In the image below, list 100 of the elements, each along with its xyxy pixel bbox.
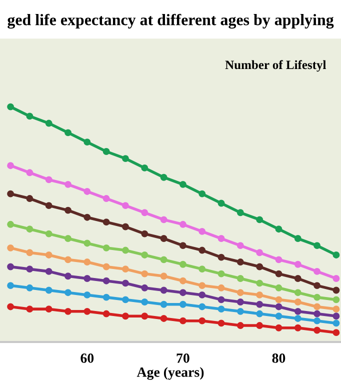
- point: [141, 209, 148, 216]
- point: [45, 120, 52, 127]
- point: [45, 306, 52, 313]
- point: [102, 195, 110, 202]
- point: [122, 155, 129, 162]
- point: [160, 235, 168, 242]
- point: [122, 202, 129, 210]
- point: [236, 289, 244, 296]
- point: [256, 280, 264, 287]
- point: [64, 308, 72, 315]
- point: [179, 260, 186, 268]
- point: [294, 324, 302, 332]
- point: [64, 206, 72, 214]
- point: [294, 298, 302, 306]
- point: [294, 275, 302, 282]
- point: [7, 220, 14, 228]
- point: [45, 252, 52, 258]
- point: [122, 280, 129, 287]
- point: [26, 284, 34, 292]
- point: [275, 312, 282, 320]
- point: [141, 284, 148, 292]
- point: [294, 260, 302, 268]
- point: [122, 266, 129, 273]
- point: [275, 226, 282, 233]
- point: [84, 308, 91, 315]
- point: [141, 252, 148, 258]
- point: [314, 303, 321, 310]
- point: [160, 286, 168, 294]
- point: [314, 310, 321, 318]
- point: [45, 268, 52, 275]
- point: [198, 291, 206, 298]
- point: [275, 324, 282, 332]
- point: [198, 317, 206, 324]
- point: [84, 138, 91, 146]
- point: [256, 310, 264, 318]
- point: [160, 216, 168, 224]
- point: [275, 296, 282, 304]
- point: [218, 320, 225, 327]
- point: [236, 258, 244, 266]
- point: [218, 296, 225, 304]
- point: [314, 317, 321, 324]
- point: [294, 235, 302, 242]
- point: [256, 291, 264, 298]
- point: [160, 174, 168, 181]
- point: [102, 277, 110, 284]
- point: [275, 284, 282, 292]
- point: [314, 326, 321, 334]
- chart-title: ged life expectancy at different ages by applying: [8, 14, 334, 29]
- point: [141, 312, 148, 320]
- point: [236, 209, 244, 216]
- point: [256, 249, 264, 256]
- point: [236, 308, 244, 315]
- point: [102, 310, 110, 318]
- point: [84, 188, 91, 195]
- point: [332, 306, 340, 313]
- point: [332, 320, 340, 327]
- point: [256, 216, 264, 224]
- point: [26, 266, 34, 273]
- point: [160, 315, 168, 322]
- point: [122, 312, 129, 320]
- point: [198, 266, 206, 273]
- point: [332, 286, 340, 294]
- point: [256, 322, 264, 330]
- point: [256, 300, 264, 308]
- point: [141, 164, 148, 172]
- point: [102, 263, 110, 270]
- point: [141, 298, 148, 306]
- point: [236, 322, 244, 330]
- point: [275, 256, 282, 264]
- point: [332, 296, 340, 304]
- x-tick-label: 80: [272, 354, 286, 363]
- x-axis-title: Age (years): [136, 367, 204, 380]
- point: [102, 294, 110, 301]
- point: [236, 298, 244, 306]
- point: [198, 282, 206, 290]
- point: [179, 289, 186, 296]
- point: [332, 275, 340, 282]
- point: [179, 300, 186, 308]
- point: [198, 228, 206, 235]
- point: [294, 315, 302, 322]
- text: Number of Lifestyl: [225, 60, 326, 72]
- point: [45, 202, 52, 210]
- point: [179, 317, 186, 324]
- point: [7, 162, 14, 170]
- point: [198, 190, 206, 198]
- point: [294, 289, 302, 296]
- point: [7, 303, 14, 310]
- point: [102, 244, 110, 252]
- point: [314, 242, 321, 250]
- point: [26, 169, 34, 176]
- point: [218, 235, 225, 242]
- point: [26, 249, 34, 256]
- point: [45, 176, 52, 184]
- point: [179, 242, 186, 250]
- point: [141, 270, 148, 278]
- point: [218, 254, 225, 261]
- point: [64, 235, 72, 242]
- point: [102, 218, 110, 226]
- point: [141, 230, 148, 238]
- point: [64, 256, 72, 264]
